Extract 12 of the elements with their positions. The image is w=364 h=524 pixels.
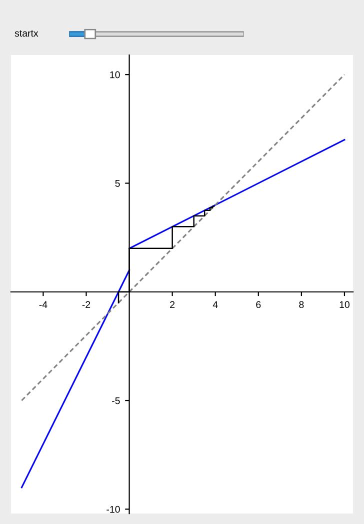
x-tick-label: -4 — [39, 301, 48, 308]
y-tick-label: 5 — [115, 180, 120, 187]
text: startx — [14, 30, 38, 37]
x-tick-label: 8 — [299, 301, 304, 308]
x-tick-label: -2 — [82, 301, 90, 308]
y-tick-label: 10 — [110, 71, 120, 78]
x-tick-label: 6 — [256, 301, 261, 308]
y-tick-label: -10 — [106, 506, 120, 513]
x-tick-label: 2 — [170, 301, 175, 308]
y-tick-label: -5 — [112, 397, 120, 404]
x-tick-label: 10 — [340, 301, 350, 308]
x-tick-label: 4 — [212, 301, 218, 308]
